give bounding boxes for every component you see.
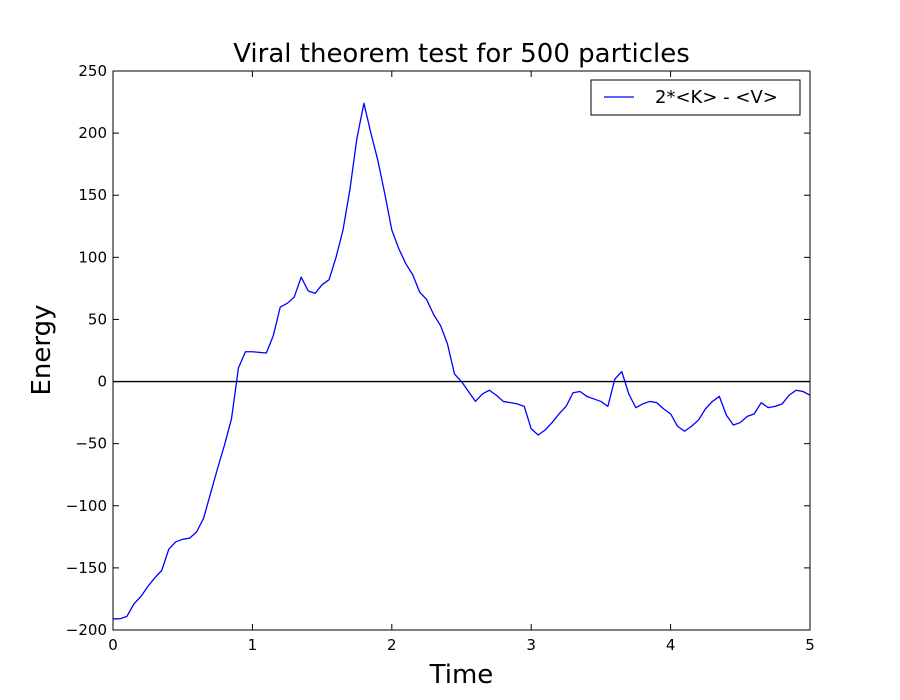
x-axis-label: Time [429, 660, 494, 690]
x-axis-ticks: 0 1 2 3 4 5 [108, 71, 815, 654]
y-tick-label: −200 [66, 621, 107, 639]
y-axis-ticks: −200 −150 −100 −50 0 50 100 150 200 250 [66, 62, 810, 639]
x-tick-label: 1 [248, 636, 258, 654]
y-tick-label: 50 [88, 310, 107, 328]
y-tick-label: 100 [78, 248, 107, 266]
y-tick-label: −100 [66, 497, 107, 515]
y-tick-label: −50 [75, 435, 107, 453]
y-axis-label: Energy [27, 304, 57, 395]
x-tick-label: 2 [387, 636, 397, 654]
x-tick-label: 0 [108, 636, 118, 654]
chart-title: Viral theorem test for 500 particles [233, 39, 690, 69]
y-tick-label: 150 [78, 186, 107, 204]
y-tick-label: −150 [66, 559, 107, 577]
x-tick-label: 4 [666, 636, 676, 654]
y-tick-label: 250 [78, 62, 107, 80]
plot-area [113, 102, 811, 620]
y-tick-label: 0 [97, 373, 107, 391]
legend-label: 2*<K> - <V> [655, 87, 778, 108]
axes-frame [112, 70, 811, 631]
series-line-2k-minus-v [113, 102, 811, 620]
x-tick-label: 3 [526, 636, 536, 654]
legend: 2*<K> - <V> [590, 79, 801, 116]
x-tick-label: 5 [805, 636, 815, 654]
y-tick-label: 200 [78, 124, 107, 142]
